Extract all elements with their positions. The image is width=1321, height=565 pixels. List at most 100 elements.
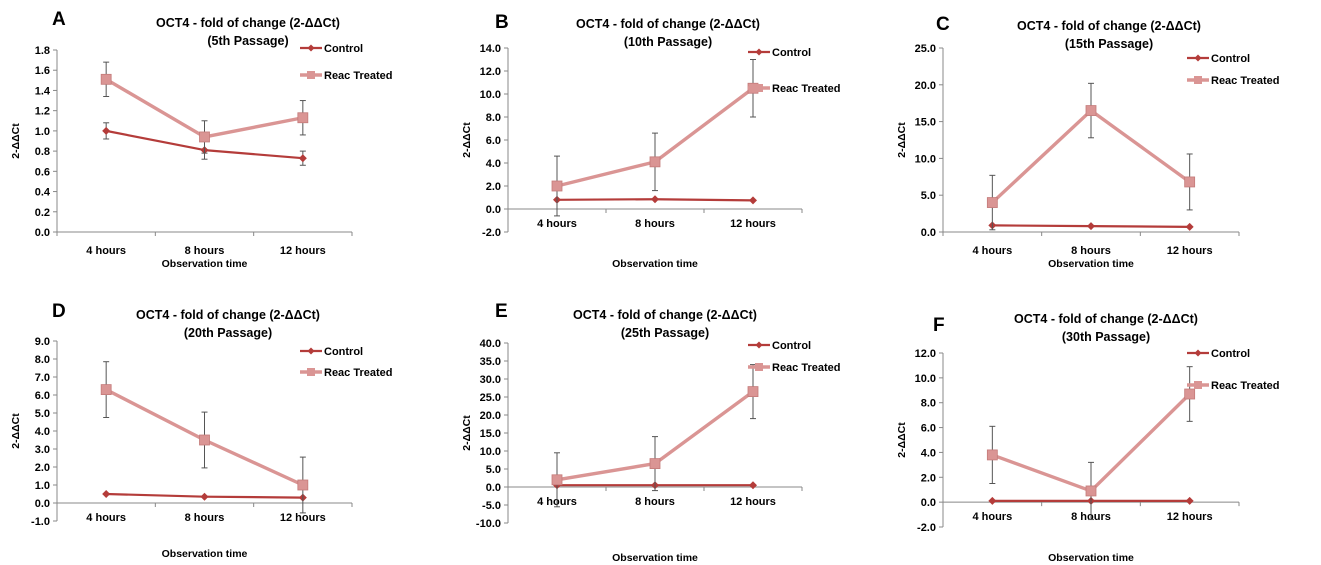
legend-marker bbox=[1194, 76, 1202, 84]
series-control bbox=[553, 195, 757, 205]
chart-panel-c: C OCT4 - fold of change (2-ΔΔCt) (15th Pas… bbox=[881, 0, 1321, 282]
legend-label: Reac Treated bbox=[324, 70, 392, 82]
data-point bbox=[1185, 222, 1194, 231]
y-tick-label: 10.0 bbox=[915, 153, 936, 165]
data-point bbox=[749, 196, 757, 205]
y-tick-label: 0.8 bbox=[35, 146, 50, 158]
y-axis-label: 2-ΔΔCt bbox=[461, 122, 473, 158]
legend-control: Control bbox=[1187, 53, 1250, 65]
chart-subtitle: (10th Passage) bbox=[624, 35, 712, 49]
legend-label: Control bbox=[324, 346, 363, 358]
legend-marker bbox=[307, 44, 315, 52]
data-point bbox=[749, 481, 757, 490]
legend-label: Control bbox=[772, 340, 811, 352]
x-axis-label: Observation time bbox=[1048, 258, 1134, 270]
y-tick-label: 1.6 bbox=[35, 65, 50, 77]
y-tick-label: 25.0 bbox=[915, 43, 936, 55]
chart-svg-a: A OCT4 - fold of change (2-ΔΔCt) (5th Pass… bbox=[10, 9, 392, 270]
data-point bbox=[649, 458, 661, 470]
data-point bbox=[297, 479, 309, 491]
legend-reac-treated: Reac Treated bbox=[300, 367, 392, 379]
x-tick-label: 12 hours bbox=[730, 218, 776, 230]
y-tick-label: 0.0 bbox=[35, 227, 50, 239]
legend-label: Control bbox=[1211, 348, 1250, 360]
y-tick-label: 0.0 bbox=[486, 482, 501, 494]
data-point bbox=[1185, 496, 1194, 505]
chart-title: OCT4 - fold of change (2-ΔΔCt) bbox=[156, 16, 340, 30]
panel-label: C bbox=[936, 14, 950, 35]
legend-control: Control bbox=[300, 43, 363, 55]
chart-svg-e: E OCT4 - fold of change (2-ΔΔCt) (25th Pas… bbox=[461, 301, 840, 564]
chart-title: OCT4 - fold of change (2-ΔΔCt) bbox=[576, 17, 760, 31]
data-point bbox=[651, 195, 659, 204]
y-tick-label: 7.0 bbox=[35, 372, 50, 384]
data-point bbox=[649, 156, 661, 168]
data-point bbox=[747, 386, 759, 397]
x-axis-label: Observation time bbox=[612, 258, 698, 270]
y-tick-label: 15.0 bbox=[480, 428, 501, 440]
legend-marker bbox=[1194, 54, 1202, 62]
data-point bbox=[986, 449, 998, 461]
y-tick-label: 10.0 bbox=[480, 89, 501, 101]
panel-label: B bbox=[495, 12, 509, 33]
y-tick-label: 0.0 bbox=[921, 497, 936, 509]
x-tick-label: 12 hours bbox=[730, 496, 776, 508]
legend-marker bbox=[307, 347, 315, 355]
y-tick-label: 0.0 bbox=[486, 204, 501, 216]
chart-svg-c: C OCT4 - fold of change (2-ΔΔCt) (15th Pas… bbox=[896, 14, 1279, 270]
x-tick-label: 8 hours bbox=[635, 218, 675, 230]
y-tick-label: 20.0 bbox=[915, 80, 936, 92]
y-tick-label: 8.0 bbox=[35, 354, 50, 366]
y-tick-label: -2.0 bbox=[917, 522, 936, 534]
data-point bbox=[551, 474, 563, 486]
legend-marker bbox=[307, 368, 315, 376]
data-point bbox=[988, 496, 997, 505]
y-tick-label: -10.0 bbox=[476, 518, 501, 530]
chart-svg-f: F OCT4 - fold of change (2-ΔΔCt) (30th Pas… bbox=[896, 312, 1279, 564]
data-point bbox=[1184, 176, 1196, 188]
chart-subtitle: (20th Passage) bbox=[184, 326, 272, 340]
panel-label: E bbox=[495, 301, 508, 322]
x-tick-label: 4 hours bbox=[537, 218, 577, 230]
y-tick-label: 10.0 bbox=[480, 446, 501, 458]
x-tick-label: 8 hours bbox=[185, 245, 225, 257]
data-point bbox=[1184, 388, 1196, 400]
y-tick-label: 5.0 bbox=[921, 190, 936, 202]
y-tick-label: 40.0 bbox=[480, 338, 501, 350]
data-point bbox=[200, 492, 209, 501]
legend-reac-treated: Reac Treated bbox=[300, 70, 392, 82]
series-control bbox=[102, 490, 307, 502]
x-axis-label: Observation time bbox=[1048, 552, 1134, 564]
y-tick-label: 4.0 bbox=[921, 447, 936, 459]
y-axis-label: 2-ΔΔCt bbox=[10, 413, 22, 449]
series-control bbox=[988, 221, 1194, 231]
legend-marker bbox=[755, 341, 763, 349]
series-reac-treated bbox=[986, 366, 1196, 521]
chart-panel-b: B OCT4 - fold of change (2-ΔΔCt) (10th Pas… bbox=[440, 0, 880, 282]
series-reac-treated bbox=[100, 61, 309, 154]
data-point bbox=[199, 434, 210, 446]
chart-panel-a: A OCT4 - fold of change (2-ΔΔCt) (5th Pass… bbox=[0, 0, 440, 282]
legend-label: Control bbox=[1211, 53, 1250, 65]
legend-marker bbox=[755, 48, 763, 56]
data-point bbox=[551, 180, 563, 192]
legend-marker bbox=[755, 363, 763, 371]
chart-subtitle: (25th Passage) bbox=[621, 326, 709, 340]
x-tick-label: 12 hours bbox=[280, 245, 326, 257]
x-tick-label: 4 hours bbox=[972, 511, 1012, 523]
legend-label: Reac Treated bbox=[324, 367, 392, 379]
x-tick-label: 4 hours bbox=[972, 245, 1012, 257]
panel-label: F bbox=[933, 315, 945, 336]
chart-panel-d: D OCT4 - fold of change (2-ΔΔCt) (20th Pas… bbox=[0, 283, 440, 565]
legend-reac-treated: Reac Treated bbox=[1187, 75, 1279, 87]
y-tick-label: 30.0 bbox=[480, 374, 501, 386]
x-axis-label: Observation time bbox=[162, 258, 248, 270]
y-tick-label: 6.0 bbox=[35, 390, 50, 402]
y-tick-label: 8.0 bbox=[486, 112, 501, 124]
y-tick-label: 2.0 bbox=[35, 462, 50, 474]
data-point bbox=[100, 384, 112, 395]
x-tick-label: 8 hours bbox=[635, 496, 675, 508]
y-axis-label: 2-ΔΔCt bbox=[896, 422, 908, 458]
y-tick-label: -5.0 bbox=[482, 500, 501, 512]
